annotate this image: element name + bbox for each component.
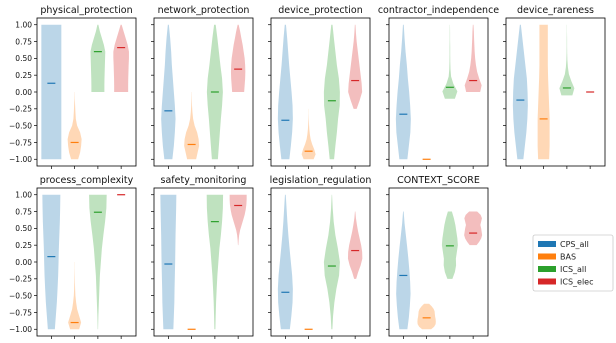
subplot-title: device_protection: [278, 5, 362, 16]
subplot-contractor-independence: contractor_independence: [378, 5, 499, 169]
y-tick-label: 0.50: [15, 54, 32, 63]
legend-label-ics-all: ICS_all: [560, 265, 586, 274]
legend-swatch-cps-all: [538, 241, 556, 247]
y-tick-label: 0.50: [15, 224, 32, 233]
violin-cps-all: [277, 24, 293, 160]
violin-ics-elec: [464, 211, 483, 246]
legend-swatch-ics-elec: [538, 278, 556, 285]
violin-cps-all: [396, 211, 411, 330]
violin-bas: [417, 303, 436, 330]
y-tick-label: −0.50: [9, 121, 32, 130]
subplot-device-rareness: device_rareness: [503, 5, 606, 169]
subplot-physical-protection: physical_protection −1.00 −0.75 −0.50 −0.25 0…: [9, 5, 137, 169]
violin-ics-all: [441, 211, 458, 279]
subplot-title: legislation_regulation: [270, 175, 372, 186]
legend-label-ics-elec: ICS_elec: [560, 278, 594, 287]
violin-ics-all: [323, 194, 340, 330]
subplot-title: CONTEXT_SCORE: [397, 175, 480, 186]
violin-bas: [184, 92, 200, 160]
y-tick-label: −0.75: [9, 138, 32, 147]
y-tick-label: 0.75: [15, 207, 32, 216]
y-tick-label: 0.25: [15, 241, 32, 250]
violin-cps-all: [161, 24, 176, 160]
subplot-title: device_rareness: [517, 5, 594, 16]
violin-ics-elec: [229, 194, 247, 246]
violin-ics-all: [89, 194, 107, 330]
y-tick-label: 0.00: [15, 258, 32, 267]
violin-ics-all: [206, 194, 224, 330]
legend-swatch-bas: [538, 253, 556, 260]
violin-ics-elec: [113, 24, 129, 93]
subplot-context-score: CONTEXT_SCORE: [386, 175, 489, 339]
subplot-grid: physical_protection −1.00 −0.75 −0.50 −0.25 0…: [9, 5, 606, 339]
subplot-title: network_protection: [158, 5, 250, 16]
violin-ics-all: [442, 24, 458, 99]
violin-bas: [68, 262, 82, 330]
y-tick-label: −0.25: [9, 105, 32, 114]
subplot-safety-monitoring: safety_monitoring: [151, 175, 254, 339]
violin-cps-all: [42, 194, 61, 330]
violin-cps-all: [160, 194, 177, 330]
violin-ics-elec: [348, 24, 363, 109]
subplot-title: contractor_independence: [378, 5, 499, 16]
violin-cps-all: [277, 194, 293, 330]
y-tick-label: −1.00: [9, 155, 32, 164]
legend: CPS_all BAS ICS_all ICS_elec: [532, 234, 614, 292]
violin-cps-all: [41, 24, 62, 160]
subplot-title: process_complexity: [40, 175, 134, 186]
y-tick-label: 0.25: [15, 71, 32, 80]
violin-ics-all: [323, 24, 340, 160]
violin-bas: [301, 108, 316, 160]
violin-ics-all: [559, 24, 575, 96]
legend-swatch-ics-all: [538, 266, 556, 272]
legend-label-bas: BAS: [560, 253, 576, 262]
violin-bas: [537, 24, 550, 160]
legend-label-cps-all: CPS_all: [560, 240, 589, 249]
violin-ics-elec: [347, 211, 363, 279]
y-tick-label: −1.00: [9, 325, 32, 334]
y-tick-label: −0.25: [9, 275, 32, 284]
violin-ics-elec: [230, 24, 246, 93]
subplot-title: safety_monitoring: [161, 175, 247, 186]
subplot-device-protection: device_protection: [268, 5, 371, 169]
violin-cps-all: [512, 24, 528, 160]
y-tick-label: −0.50: [9, 291, 32, 300]
subplot-network-protection: network_protection: [151, 5, 254, 169]
violin-cps-all: [395, 24, 411, 160]
subplot-process-complexity: process_complexity −1.00 −0.75 −0.50 −0.25 0.…: [9, 175, 137, 339]
subplot-legislation-regulation: legislation_regulation: [268, 175, 371, 339]
violin-ics-elec: [464, 24, 482, 93]
y-tick-label: 1.00: [15, 21, 32, 30]
y-tick-label: 0.00: [15, 88, 32, 97]
y-tick-label: 1.00: [15, 191, 32, 200]
violin-ics-all: [90, 24, 106, 93]
y-tick-label: −0.75: [9, 308, 32, 317]
legend-frame: [532, 234, 614, 292]
y-tick-label: 0.75: [15, 37, 32, 46]
subplot-title: physical_protection: [40, 5, 132, 16]
